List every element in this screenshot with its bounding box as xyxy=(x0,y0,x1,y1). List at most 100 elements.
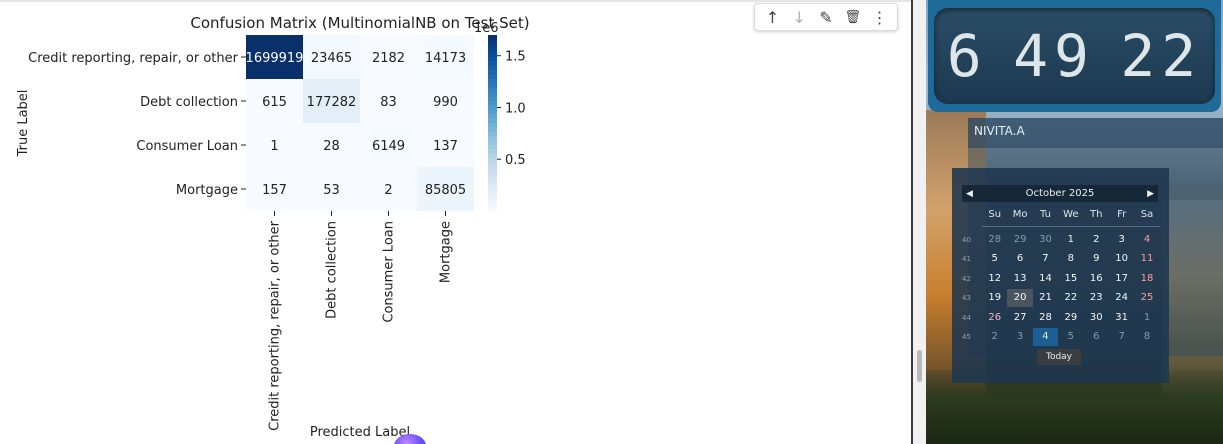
move-up-icon[interactable]: ↑ xyxy=(765,7,780,27)
cell-value-label: 1699919 xyxy=(246,51,304,66)
more-options-icon[interactable]: ⋮ xyxy=(871,7,888,27)
heatmap-cell xyxy=(417,123,474,167)
notebook-scrollbar[interactable] xyxy=(913,0,926,444)
calendar-day[interactable]: 20 xyxy=(1007,289,1033,308)
calendar-day[interactable]: 26 xyxy=(988,311,1002,323)
calendar-day[interactable]: 19 xyxy=(988,292,1002,304)
clock-widget: 6 49 22 xyxy=(928,0,1221,112)
colorbar-segment xyxy=(488,118,497,124)
calendar-day[interactable]: 18 xyxy=(1140,272,1154,284)
calendar-day[interactable]: 2 xyxy=(1093,233,1100,245)
calendar-day[interactable]: 7 xyxy=(1042,253,1049,265)
heatmap-cell xyxy=(360,167,417,211)
colorbar-segment xyxy=(488,153,497,159)
weekday-label: Mo xyxy=(1012,209,1028,220)
x-tick-label: Consumer Loan xyxy=(382,221,397,323)
calendar-day[interactable]: 25 xyxy=(1140,292,1154,304)
assistant-orb-icon[interactable] xyxy=(394,434,426,444)
calendar-header: ◀ October 2025 ▶ xyxy=(962,185,1158,202)
calendar-day[interactable]: 30 xyxy=(1089,311,1103,323)
calendar-day[interactable]: 17 xyxy=(1115,272,1129,284)
calendar-day[interactable]: 6 xyxy=(1016,253,1024,265)
heatmap-cell xyxy=(417,35,474,79)
calendar-day[interactable]: 1 xyxy=(1143,311,1151,323)
colorbar-segment xyxy=(488,79,497,84)
heatmap-cell xyxy=(303,79,360,123)
calendar-day[interactable]: 2 xyxy=(991,331,998,343)
calendar-day[interactable]: 7 xyxy=(1118,331,1125,343)
calendar-month-label[interactable]: October 2025 xyxy=(1025,188,1095,199)
calendar-day[interactable]: 12 xyxy=(988,272,1002,284)
calendar-day[interactable]: 27 xyxy=(1013,311,1027,323)
calendar-day[interactable]: 13 xyxy=(1013,272,1027,284)
colorbar-segment xyxy=(488,127,497,133)
colorbar-segment xyxy=(488,39,497,45)
heatmap-cell xyxy=(417,167,474,211)
heatmap-cell xyxy=(360,35,417,79)
desktop-wallpaper: 6 49 22 NIVITA.A ◀ October 2025 ▶ Su Mo … xyxy=(926,0,1223,444)
confusion-matrix-chart: Confusion Matrix (MultinomialNB on Test … xyxy=(16,14,530,440)
calendar-week-row: 43 19 20 21 22 23 24 25 xyxy=(962,289,1162,309)
colorbar-scale-label: 1e6 xyxy=(474,21,499,36)
edit-icon[interactable]: ✎ xyxy=(819,7,833,27)
cell-value-label: 23465 xyxy=(311,51,352,66)
calendar-day[interactable]: 10 xyxy=(1115,253,1129,265)
colorbar-segment xyxy=(488,96,497,102)
cell-value-label: 990 xyxy=(433,95,458,110)
today-button[interactable]: Today xyxy=(1037,349,1081,365)
notebook-panel: Confusion Matrix (MultinomialNB on Test … xyxy=(0,0,912,444)
weekday-label: Fr xyxy=(1117,209,1127,220)
calendar-day[interactable]: 9 xyxy=(1093,253,1100,265)
colorbar-segment xyxy=(488,131,497,137)
calendar-day[interactable]: 30 xyxy=(1039,233,1052,245)
calendar-day[interactable]: 23 xyxy=(1089,292,1103,304)
colorbar-segment xyxy=(488,136,497,142)
calendar-day[interactable]: 14 xyxy=(1039,272,1052,284)
calendar-day[interactable]: 6 xyxy=(1093,331,1100,343)
calendar-day[interactable]: 29 xyxy=(1013,233,1027,245)
delete-icon[interactable]: 🗑 xyxy=(844,9,862,25)
cell-value-label: 6149 xyxy=(372,139,405,154)
calendar-week-row: 40 28 29 30 1 2 3 4 xyxy=(962,230,1162,250)
cell-toolbar: ↑ ↓ ✎ 🗑 ⋮ xyxy=(754,3,898,31)
colorbar-segment xyxy=(488,123,497,128)
colorbar-tick-label: 0.5 xyxy=(505,153,526,168)
y-axis-label: True Label xyxy=(16,90,31,158)
calendar-week-row: 45 2 3 4 5 6 7 8 xyxy=(962,328,1162,348)
prev-month-icon[interactable]: ◀ xyxy=(966,188,973,199)
move-down-icon[interactable]: ↓ xyxy=(792,7,806,27)
calendar-day[interactable]: 11 xyxy=(1140,253,1154,265)
calendar-day[interactable]: 4 xyxy=(1143,233,1151,245)
colorbar-segment xyxy=(488,206,497,212)
cell-value-label: 14173 xyxy=(425,51,466,66)
scrollbar-thumb[interactable] xyxy=(917,350,922,382)
x-axis-label: Predicted Label xyxy=(310,425,410,440)
calendar-day[interactable]: 5 xyxy=(1067,331,1075,343)
calendar-day[interactable]: 8 xyxy=(1067,253,1075,265)
cell-value-label: 157 xyxy=(262,183,287,198)
calendar-day[interactable]: 22 xyxy=(1064,292,1078,304)
week-number: 43 xyxy=(962,294,971,303)
colorbar-segment xyxy=(488,189,497,194)
colorbar-segment xyxy=(488,140,497,146)
calendar-day[interactable]: 28 xyxy=(988,233,1002,245)
calendar-day[interactable]: 16 xyxy=(1089,272,1103,284)
calendar-day[interactable]: 5 xyxy=(991,253,998,265)
calendar-day[interactable]: 21 xyxy=(1039,292,1052,304)
calendar-day[interactable]: 3 xyxy=(1118,233,1125,245)
heatmap-cell xyxy=(246,35,303,79)
colorbar-segment xyxy=(488,149,497,155)
cell-value-label: 1 xyxy=(270,139,278,154)
calendar-day[interactable]: 3 xyxy=(1016,331,1024,343)
calendar-day[interactable]: 31 xyxy=(1115,311,1129,323)
user-name: NIVITA.A xyxy=(974,124,1025,138)
calendar-day[interactable]: 4 xyxy=(1032,328,1059,347)
calendar-day[interactable]: 8 xyxy=(1143,331,1151,343)
calendar-day[interactable]: 28 xyxy=(1039,311,1052,323)
calendar-day[interactable]: 29 xyxy=(1064,311,1078,323)
calendar-day[interactable]: 24 xyxy=(1115,292,1129,304)
next-month-icon[interactable]: ▶ xyxy=(1147,188,1154,199)
calendar-day[interactable]: 15 xyxy=(1064,272,1078,284)
calendar-day[interactable]: 1 xyxy=(1067,233,1075,245)
